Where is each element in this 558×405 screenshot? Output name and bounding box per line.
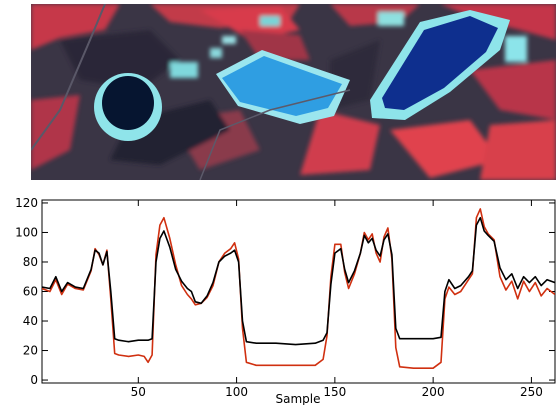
line-chart: 50 100 150 200 250 0 20 40 60 80 100 120 Sample — [15, 196, 556, 405]
y-tick-label: 120 — [15, 196, 38, 210]
plot-frame — [41, 199, 556, 384]
x-tick-label: 150 — [323, 385, 346, 399]
y-tick-label: 60 — [23, 285, 38, 299]
y-tick-label: 20 — [23, 344, 38, 358]
y-tick-label: 80 — [23, 255, 38, 269]
y-tick-label: 100 — [15, 225, 38, 239]
x-tick-label: 50 — [131, 385, 146, 399]
series-line-black — [42, 216, 555, 346]
y-tick-label: 40 — [23, 314, 38, 328]
x-axis-ticks: 50 100 150 200 250 — [131, 200, 543, 399]
x-axis-label: Sample — [276, 392, 321, 405]
x-tick-label: 250 — [520, 385, 543, 399]
x-tick-label: 200 — [422, 385, 445, 399]
y-tick-label: 0 — [30, 373, 38, 387]
satellite-image — [31, 4, 556, 180]
series-layer — [42, 208, 555, 370]
x-tick-label: 100 — [225, 385, 248, 399]
